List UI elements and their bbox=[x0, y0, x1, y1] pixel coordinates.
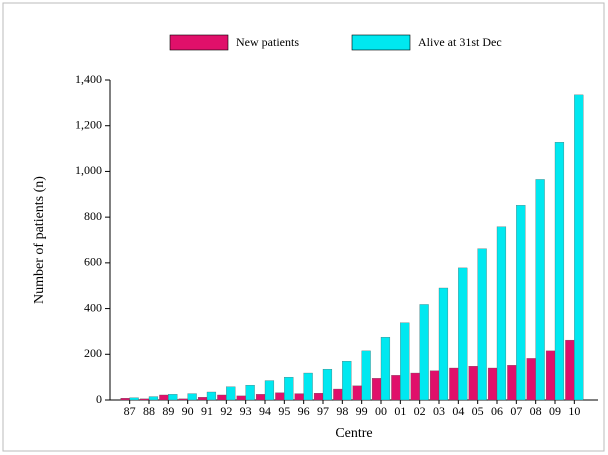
bar bbox=[380, 336, 391, 401]
x-tick-label: 09 bbox=[549, 404, 561, 418]
bar bbox=[322, 368, 333, 401]
x-tick-label: 98 bbox=[336, 404, 348, 418]
x-tick-label: 95 bbox=[278, 404, 290, 418]
bar bbox=[487, 367, 498, 401]
bar bbox=[129, 397, 139, 401]
bar bbox=[391, 375, 401, 401]
bar bbox=[187, 393, 197, 401]
bar bbox=[352, 385, 362, 401]
bar bbox=[206, 391, 217, 401]
bar bbox=[371, 378, 382, 401]
bar bbox=[526, 358, 536, 401]
x-tick-label: 04 bbox=[452, 404, 464, 418]
bar bbox=[313, 392, 324, 401]
bar bbox=[284, 376, 294, 401]
x-tick-label: 05 bbox=[472, 404, 484, 418]
bar bbox=[342, 360, 352, 401]
bar bbox=[303, 372, 313, 401]
bar bbox=[438, 287, 449, 401]
bar bbox=[178, 398, 188, 401]
x-tick-label: 92 bbox=[220, 404, 232, 418]
bar bbox=[565, 339, 575, 401]
y-tick-label: 0 bbox=[96, 392, 102, 406]
bar bbox=[449, 367, 459, 401]
x-tick-label: 07 bbox=[510, 404, 522, 418]
x-tick-label: 02 bbox=[414, 404, 426, 418]
bar bbox=[410, 372, 420, 401]
bar bbox=[245, 384, 255, 401]
y-tick-label: 1,400 bbox=[75, 72, 102, 86]
bar bbox=[496, 226, 507, 401]
bar bbox=[545, 350, 556, 401]
bar bbox=[574, 94, 584, 401]
bar bbox=[264, 380, 275, 401]
legend-label: New patients bbox=[236, 35, 299, 49]
bar bbox=[419, 304, 429, 401]
bar bbox=[477, 248, 487, 401]
y-tick-label: 1,000 bbox=[75, 163, 102, 177]
bar bbox=[361, 350, 371, 401]
bar bbox=[275, 392, 285, 401]
bar bbox=[197, 397, 208, 401]
bar bbox=[139, 398, 150, 401]
bar bbox=[516, 205, 526, 401]
x-tick-label: 97 bbox=[317, 404, 329, 418]
x-tick-label: 88 bbox=[143, 404, 155, 418]
y-tick-label: 800 bbox=[84, 209, 102, 223]
bar bbox=[255, 394, 266, 401]
x-tick-label: 94 bbox=[259, 404, 271, 418]
y-tick-label: 400 bbox=[84, 300, 102, 314]
y-tick-label: 1,200 bbox=[75, 117, 102, 131]
x-axis-label: Centre bbox=[335, 426, 372, 441]
x-tick-label: 10 bbox=[568, 404, 580, 418]
legend-swatch bbox=[169, 34, 229, 51]
bar bbox=[226, 386, 236, 401]
x-tick-label: 08 bbox=[530, 404, 542, 418]
bar bbox=[168, 394, 178, 401]
y-tick-label: 200 bbox=[84, 346, 102, 360]
legend-swatch bbox=[351, 34, 411, 51]
x-tick-label: 06 bbox=[491, 404, 503, 418]
legend-label: Alive at 31st Dec bbox=[418, 35, 502, 49]
bar bbox=[120, 398, 130, 401]
bar bbox=[468, 366, 478, 401]
bar bbox=[400, 322, 410, 401]
bar bbox=[148, 396, 159, 401]
bar bbox=[159, 394, 169, 401]
bar bbox=[429, 370, 440, 401]
x-tick-label: 87 bbox=[124, 404, 136, 418]
x-tick-label: 03 bbox=[433, 404, 445, 418]
bar bbox=[294, 393, 304, 401]
x-tick-label: 00 bbox=[375, 404, 387, 418]
y-axis-label: Number of patients (n) bbox=[32, 176, 47, 304]
x-tick-label: 93 bbox=[240, 404, 252, 418]
y-tick-label: 600 bbox=[84, 255, 102, 269]
x-tick-label: 01 bbox=[394, 404, 406, 418]
x-tick-label: 91 bbox=[201, 404, 213, 418]
bar bbox=[333, 388, 343, 401]
bar bbox=[535, 179, 545, 401]
bar bbox=[554, 142, 565, 401]
bar bbox=[507, 365, 517, 401]
x-tick-label: 96 bbox=[298, 404, 310, 418]
bar bbox=[458, 267, 468, 401]
x-tick-label: 90 bbox=[182, 404, 194, 418]
x-tick-label: 99 bbox=[356, 404, 368, 418]
x-tick-label: 89 bbox=[162, 404, 174, 418]
bar bbox=[236, 395, 246, 401]
bar bbox=[217, 394, 227, 401]
